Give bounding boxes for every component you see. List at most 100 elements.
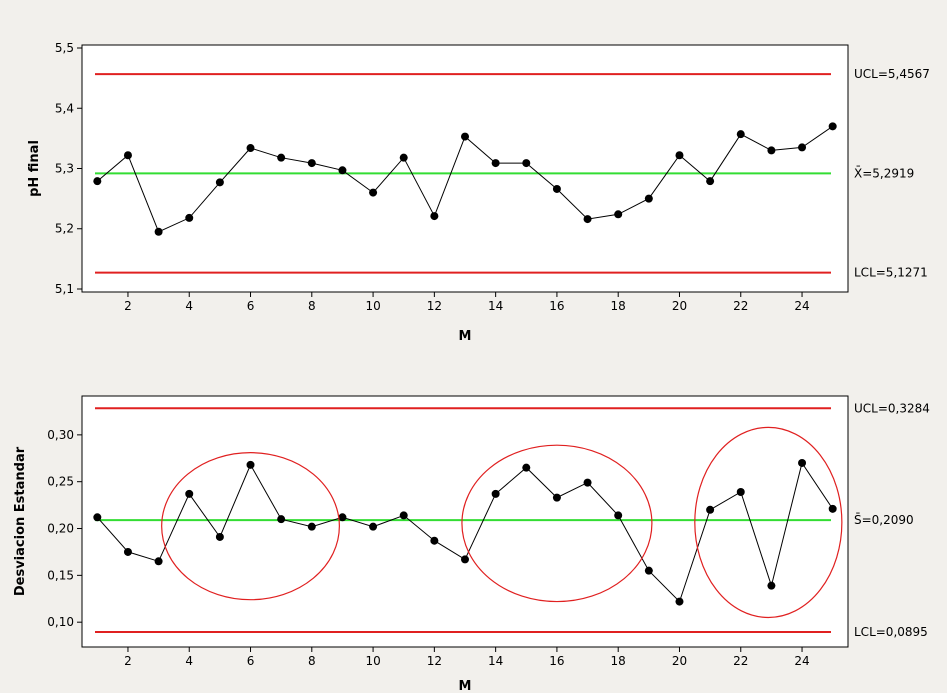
xbar-y-tick-label: 5,1 (55, 282, 74, 296)
s-data-point (338, 513, 347, 522)
xbar-data-point (93, 177, 102, 186)
s-data-point (522, 463, 531, 472)
s-x-tick-label: 12 (427, 654, 442, 668)
xbar-data-point (675, 151, 684, 160)
xbar-data-point (185, 213, 194, 222)
s-y-tick-label: 0,30 (47, 428, 74, 442)
s-x-tick-label: 4 (185, 654, 193, 668)
s-lcl-line-label: LCL=0,0895 (854, 625, 928, 639)
xbar-data-point (369, 188, 378, 197)
s-x-tick-label: 18 (611, 654, 626, 668)
xbar-y-tick-label: 5,5 (55, 41, 74, 55)
xbar-x-tick-label: 12 (427, 299, 442, 313)
s-data-point (491, 489, 500, 498)
s-x-tick-label: 6 (247, 654, 255, 668)
xbar-x-tick-label: 6 (247, 299, 255, 313)
s-data-point (583, 478, 592, 487)
xbar-plot-area (81, 44, 849, 293)
s-data-point (93, 513, 102, 522)
xbar-x-tick-label: 2 (124, 299, 132, 313)
xbar-y-tick-label: 5,4 (55, 101, 74, 115)
s-data-point (215, 532, 224, 541)
s-x-tick-label: 24 (794, 654, 809, 668)
s-data-point (154, 557, 163, 566)
s-data-point (369, 522, 378, 531)
s-data-point (399, 511, 408, 520)
s-highlight-ellipse (694, 426, 843, 619)
s-x-tick-label: 22 (733, 654, 748, 668)
xbar-x-tick-label: 10 (365, 299, 380, 313)
xbar-data-point (491, 159, 500, 168)
s-data-point (552, 493, 561, 502)
s-data-point (828, 504, 837, 513)
xbar-data-point (828, 122, 837, 131)
s-y-tick-label: 0,25 (47, 475, 74, 489)
s-data-point (123, 547, 132, 556)
s-highlight-ellipse (461, 444, 653, 603)
s-data-point (430, 536, 439, 545)
s-data-point (675, 597, 684, 606)
s-x-tick-label: 16 (549, 654, 564, 668)
xbar-x-tick-label: 14 (488, 299, 503, 313)
xbar-y-tick-label: 5,3 (55, 162, 74, 176)
s-x-tick-label: 8 (308, 654, 316, 668)
xbar-x-tick-label: 16 (549, 299, 564, 313)
xbar-data-point (522, 159, 531, 168)
xbar-data-point (583, 215, 592, 224)
xbar-data-point (767, 146, 776, 155)
s-highlight-ellipse (161, 452, 340, 601)
xbar-ucl-line-label: UCL=5,4567 (854, 67, 930, 81)
xbar-data-point (736, 130, 745, 139)
s-data-point (798, 458, 807, 467)
s-ucl-line-label: UCL=0,3284 (854, 401, 930, 415)
xbar-y-axis-title: pH final (27, 140, 42, 197)
xbar-data-point (215, 178, 224, 187)
s-plot-area (81, 395, 849, 648)
s-data-point (277, 515, 286, 524)
xbar-data-point (307, 159, 316, 168)
s-chart: 0,100,150,200,250,302 4 6 8 10 12 14 16 18 20 22 24… (13, 395, 930, 693)
xbar-x-tick-label: 22 (733, 299, 748, 313)
xbar-data-point (123, 151, 132, 160)
s-x-tick-label: 2 (124, 654, 132, 668)
s-data-point (767, 581, 776, 590)
xbar-x-tick-label: 8 (308, 299, 316, 313)
xbar-data-point (154, 227, 163, 236)
xbar-data-point (461, 132, 469, 141)
xbar-x-tick-label: 24 (794, 299, 809, 313)
s-data-point (644, 566, 653, 575)
xbar-data-point (246, 144, 255, 153)
s-data-point (614, 511, 623, 520)
s-y-tick-label: 0,10 (47, 615, 74, 629)
s-y-axis-title: Desviacion Estandar (13, 446, 28, 596)
xbar-center-line-label: X̄=5,2919 (854, 166, 914, 180)
xbar-data-point (798, 143, 807, 152)
xbar-data-point (552, 184, 561, 193)
xbar-data-point (399, 153, 408, 162)
xbar-data-point (430, 212, 439, 221)
xbar-data-point (277, 153, 286, 162)
s-y-tick-label: 0,15 (47, 568, 74, 582)
xbar-data-point (338, 166, 347, 175)
s-data-point (185, 489, 194, 498)
s-center-line-label: S̄=0,2090 (854, 513, 914, 527)
s-x-axis-title: M (459, 679, 472, 693)
xbar-y-tick-label: 5,2 (55, 222, 74, 236)
s-y-tick-label: 0,20 (47, 522, 74, 536)
xbar-x-tick-label: 18 (611, 299, 626, 313)
xbar-lcl-line-label: LCL=5,1271 (854, 266, 928, 280)
xbar-x-tick-label: 20 (672, 299, 687, 313)
xbar-x-axis-title: M (459, 329, 472, 344)
xbar-data-point (644, 194, 653, 203)
xbar-data-point (614, 210, 623, 219)
s-data-point (461, 555, 469, 564)
s-data-point (307, 522, 316, 531)
s-data-point (246, 460, 255, 469)
xbar-data-point (706, 177, 715, 186)
s-data-point (736, 487, 745, 496)
s-x-tick-label: 10 (365, 654, 380, 668)
s-data-point (706, 505, 715, 514)
s-x-tick-label: 14 (488, 654, 503, 668)
